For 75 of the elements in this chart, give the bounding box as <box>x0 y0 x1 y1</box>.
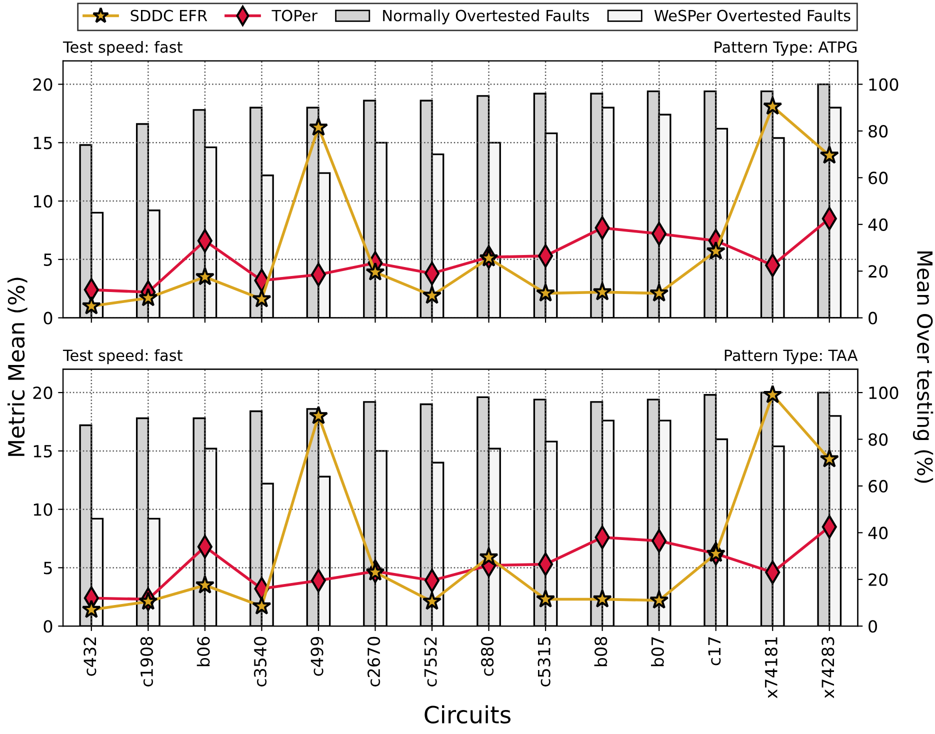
point <box>422 286 442 304</box>
point <box>479 248 498 267</box>
x-tick-label: x74283 <box>822 637 834 698</box>
y2-tick-label: 20 <box>868 265 888 278</box>
x-tick-label: x74181 <box>764 637 778 698</box>
point <box>649 590 669 609</box>
x-tick-label: c3540 <box>254 636 267 686</box>
point <box>706 544 726 562</box>
y-tick-label: 10 <box>34 503 52 516</box>
point <box>252 289 272 308</box>
y-tick-label: 5 <box>44 254 52 266</box>
point <box>195 266 215 286</box>
x-tick-label: c880 <box>481 636 494 676</box>
legend-label: TOPer <box>272 10 318 22</box>
y2-tick-label: 20 <box>868 573 888 586</box>
x-tick-label: b08 <box>594 636 608 666</box>
point <box>366 262 385 281</box>
point <box>138 592 158 610</box>
y-tick-label: 0 <box>44 312 52 324</box>
point <box>422 592 442 610</box>
point <box>820 145 840 164</box>
y-tick-label: 20 <box>33 386 52 400</box>
y-tick-label: 15 <box>34 445 52 458</box>
y2-tick-label: 0 <box>868 312 877 324</box>
y2-tick-label: 60 <box>868 172 888 184</box>
y-axis-title: Metric Mean (%) <box>7 278 28 456</box>
x-tick-label: b06 <box>196 636 210 666</box>
point <box>536 283 556 302</box>
y2-tick-label: 40 <box>868 526 888 540</box>
y-tick-label: 5 <box>44 562 52 574</box>
point <box>366 562 385 581</box>
x-tick-label: c17 <box>708 637 721 666</box>
y2-tick-label: 40 <box>868 218 888 231</box>
y2-tick-label: 100 <box>869 78 898 91</box>
point <box>479 547 498 566</box>
y-tick-label: 10 <box>34 195 52 208</box>
point <box>592 282 612 300</box>
point <box>82 296 102 314</box>
x-tick-label: c2670 <box>367 636 380 686</box>
text: Pattern Type: TAA <box>724 350 858 364</box>
y2-tick-label: 80 <box>868 433 888 446</box>
point <box>252 596 272 615</box>
y2-axis-title: Mean Over testing (%) <box>912 252 934 483</box>
text: Test speed: fast <box>62 349 182 364</box>
x-tick-label: c499 <box>310 636 324 676</box>
y2-tick-label: 80 <box>868 124 888 138</box>
point <box>195 575 215 594</box>
legend-label: SDDC EFR <box>130 10 208 22</box>
x-tick-label: c7552 <box>424 637 437 686</box>
point <box>706 241 726 260</box>
legend-label: Normally Overtested Faults <box>383 10 589 24</box>
y2-tick-label: 100 <box>869 386 898 400</box>
y-tick-label: 15 <box>34 136 52 150</box>
x-tick-label: c432 <box>84 637 96 676</box>
point <box>308 406 328 424</box>
point <box>82 600 102 618</box>
y-tick-label: 20 <box>33 78 52 91</box>
point <box>762 96 782 115</box>
x-tick-label: c5315 <box>538 637 550 686</box>
x-tick-label: b07 <box>651 637 664 666</box>
legend-label: WeSPer Overtested Faults <box>654 10 850 22</box>
point <box>592 589 612 608</box>
text: Test speed: fast <box>62 41 182 56</box>
point <box>649 283 669 302</box>
x-tick-label: c1908 <box>140 636 154 686</box>
text: Pattern Type: ATPG <box>714 41 857 56</box>
point <box>820 449 840 468</box>
y2-tick-label: 60 <box>868 480 888 493</box>
point <box>536 589 556 608</box>
y-tick-label: 0 <box>44 620 52 633</box>
point <box>138 288 158 306</box>
point <box>308 117 328 136</box>
y2-tick-label: 0 <box>868 620 877 633</box>
x-axis-title: Circuits <box>424 705 510 724</box>
point <box>762 384 782 404</box>
